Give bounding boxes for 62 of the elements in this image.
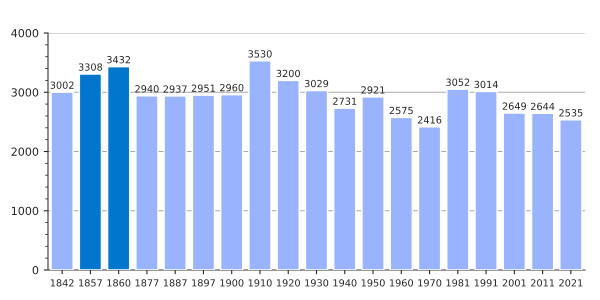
data-label: 3029 <box>304 80 328 88</box>
data-label: 2940 <box>135 85 159 93</box>
x-tick-label: 1970 <box>418 279 442 287</box>
data-label: 2644 <box>530 102 554 110</box>
bar <box>220 94 244 270</box>
x-tick-label: 1950 <box>362 279 385 287</box>
data-label: 2960 <box>220 84 244 92</box>
data-label: 3052 <box>446 78 470 86</box>
bar <box>304 90 328 270</box>
data-label: 3014 <box>474 80 498 88</box>
bar <box>530 112 554 270</box>
data-label: 3200 <box>276 70 300 78</box>
bar <box>78 73 102 270</box>
bar <box>163 95 187 270</box>
data-label: 3432 <box>107 56 130 64</box>
x-tick-label: 1930 <box>305 279 328 287</box>
bar <box>474 90 498 270</box>
data-label: 3530 <box>248 50 272 58</box>
bar <box>192 94 216 270</box>
data-label: 2535 <box>559 109 582 117</box>
data-label: 2416 <box>418 116 442 124</box>
data-label: 3308 <box>78 63 102 71</box>
x-tick-label: 1897 <box>192 279 215 287</box>
bar <box>135 95 159 270</box>
bar <box>502 112 526 270</box>
x-tick-label: 1887 <box>164 279 187 287</box>
bar <box>276 80 300 270</box>
bar <box>106 66 130 270</box>
x-tick-label: 1991 <box>474 279 498 287</box>
y-tick-label: 2000 <box>12 147 38 156</box>
bar <box>446 88 470 270</box>
y-tick-label: 1000 <box>12 206 38 216</box>
bar <box>248 60 272 270</box>
data-label: 2649 <box>502 102 526 110</box>
x-tick-label: 1860 <box>107 279 130 287</box>
x-tick-label: 2011 <box>530 279 554 287</box>
data-label: 2921 <box>361 86 384 94</box>
x-tick-label: 1940 <box>333 279 356 287</box>
data-label: 3002 <box>50 82 74 89</box>
bar <box>333 107 356 270</box>
x-tick-label: 1910 <box>248 279 272 287</box>
x-tick-label: 2001 <box>502 279 526 287</box>
x-tick-label: 1877 <box>136 279 158 287</box>
x-tick-label: 1960 <box>390 279 414 287</box>
x-tick-label: 1981 <box>446 279 470 287</box>
x-tick-label: 1900 <box>220 279 244 287</box>
y-tick-label: 4000 <box>11 28 38 38</box>
bar <box>418 126 442 270</box>
x-tick-label: 1857 <box>79 279 102 287</box>
y-tick-label: 3000 <box>12 88 38 97</box>
data-label: 2951 <box>192 84 215 92</box>
bar <box>390 116 414 270</box>
y-tick-label: 0 <box>32 266 38 274</box>
data-label: 2731 <box>333 98 356 105</box>
x-tick-label: 2021 <box>559 279 582 287</box>
data-label: 2575 <box>390 106 413 114</box>
data-label: 2937 <box>164 85 187 93</box>
x-tick-label: 1842 <box>50 279 74 287</box>
bar <box>559 119 583 270</box>
bar <box>50 91 74 270</box>
x-tick-label: 1920 <box>276 279 300 287</box>
bar <box>361 96 385 270</box>
